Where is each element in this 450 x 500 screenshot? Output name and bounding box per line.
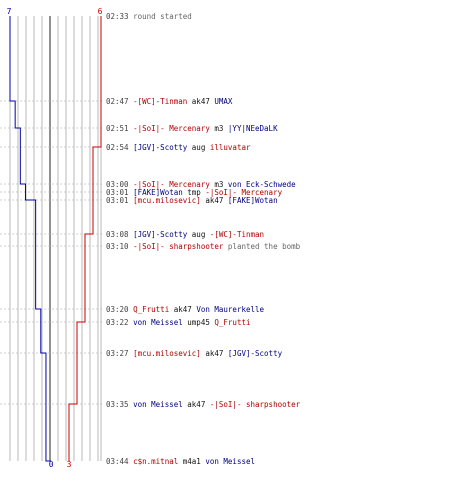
t-start-count: 6 (98, 7, 103, 16)
event-time: 03:20 (106, 304, 134, 314)
event-time: 02:47 (106, 96, 134, 106)
kill-feed-entry: 03:20 Q_Frutti ak47 Von Maurerkelle (106, 304, 264, 315)
kill-feed-entry: 03:44 c$n.mitnal m4a1 von Meissel (106, 456, 255, 467)
player-name: |YY|NEeDaLK (227, 123, 278, 133)
event-text: ak47 (200, 348, 228, 358)
event-time: 02:54 (106, 142, 134, 152)
event-text: tmp (182, 187, 206, 197)
event-text: ak47 (182, 399, 210, 409)
event-time: 03:01 (106, 187, 134, 197)
ct-start-count: 7 (7, 7, 12, 16)
player-name: -|SoI|- Mercenary (133, 123, 210, 133)
kill-feed-entry: 02:33 round started (106, 11, 192, 22)
player-name: von Eck-Schwede (227, 179, 296, 189)
t-alive-step-line (68, 16, 102, 461)
player-name: Q_Frutti (214, 317, 251, 327)
event-text: ak47 (169, 304, 197, 314)
player-name: [FAKE]Wotan (133, 187, 183, 197)
event-text: aug (187, 142, 210, 152)
event-time: 03:01 (106, 195, 134, 205)
event-time: 03:22 (106, 317, 134, 327)
event-text: m3 (209, 179, 228, 189)
player-name: Von Maurerkelle (196, 304, 265, 314)
player-name: [mcu.milosevic] (133, 348, 201, 358)
event-text: ak47 (200, 195, 228, 205)
kill-feed-entry: 03:22 von Meissel ump45 Q_Frutti (106, 317, 251, 328)
event-time: 03:27 (106, 348, 134, 358)
ct-alive-step-line (9, 16, 52, 462)
kill-feed-entry: 02:51 -|SoI|- Mercenary m3 |YY|NEeDaLK (106, 123, 278, 134)
t-end-count: 3 (67, 460, 72, 469)
event-time: 03:10 (106, 241, 134, 251)
player-name: -[WC]-Tinman (209, 229, 265, 239)
player-name: von Meissel (133, 317, 183, 327)
event-text: planted the bomb (223, 241, 301, 251)
kill-feed-entry: 03:01 [mcu.milosevic] ak47 [FAKE]Wotan (106, 195, 278, 206)
event-text: aug (187, 229, 210, 239)
event-time: 03:44 (106, 456, 134, 466)
event-text: ak47 (187, 96, 215, 106)
player-name: von Meissel (205, 456, 256, 466)
player-name: -|SoI|- sharpshooter (133, 241, 224, 251)
kill-feed-entry: 03:10 -|SoI|- sharpshooter planted the b… (106, 241, 300, 252)
player-name: [JGV]-Scotty (133, 142, 188, 152)
event-text: round started (133, 11, 192, 21)
player-name: -[WC]-Tinman (133, 96, 188, 106)
event-text: m4a1 (178, 456, 206, 466)
kill-feed-entry: 03:08 [JGV]-Scotty aug -[WC]-Tinman (106, 229, 264, 240)
kill-feed-entry: 03:01 [FAKE]Wotan tmp -|SoI|- Mercenary (106, 187, 282, 198)
player-name: UMAX (214, 96, 233, 106)
grid-lines (9, 16, 102, 461)
player-name: Q_Frutti (133, 304, 170, 314)
kill-feed-entry: 02:54 [JGV]-Scotty aug illuvatar (106, 142, 251, 153)
event-time: 02:51 (106, 123, 134, 133)
kill-feed-entry: 03:35 von Meissel ak47 -|SoI|- sharpshoo… (106, 399, 300, 410)
kill-feed-entry: 03:27 [mcu.milosevic] ak47 [JGV]-Scotty (106, 348, 282, 359)
event-connector-lines (0, 100, 104, 405)
ct-end-count: 0 (49, 460, 54, 469)
player-name: illuvatar (209, 142, 251, 152)
event-time: 03:08 (106, 229, 134, 239)
event-time: 02:33 (106, 11, 134, 21)
event-time: 03:00 (106, 179, 134, 189)
player-name: -|SoI|- Mercenary (133, 179, 210, 189)
event-text: m3 (209, 123, 228, 133)
player-name: -|SoI|- Mercenary (205, 187, 283, 197)
kill-feed-entry: 02:47 -[WC]-Tinman ak47 UMAX (106, 96, 232, 107)
player-name: [mcu.milosevic] (133, 195, 201, 205)
player-name: c$n.mitnal (133, 456, 179, 466)
event-text: ump45 (182, 317, 215, 327)
player-name: [FAKE]Wotan (227, 195, 278, 205)
player-name: von Meissel (133, 399, 183, 409)
kill-feed-entry: 03:00 -|SoI|- Mercenary m3 von Eck-Schwe… (106, 179, 296, 190)
event-time: 03:35 (106, 399, 134, 409)
player-name: [JGV]-Scotty (133, 229, 188, 239)
player-name: [JGV]-Scotty (227, 348, 283, 358)
player-name: -|SoI|- sharpshooter (209, 399, 301, 409)
